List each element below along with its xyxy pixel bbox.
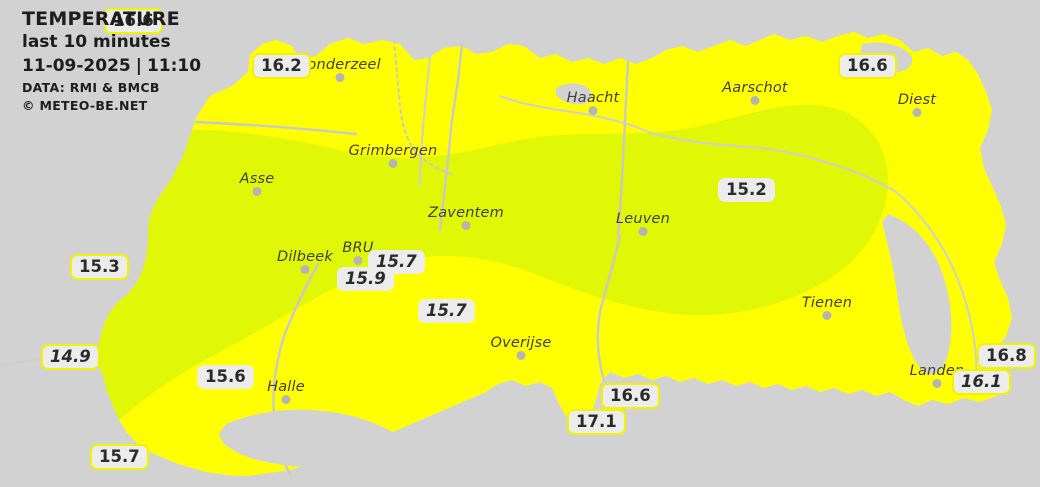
uncovered-areas [219,42,952,468]
temperature-badge: 16.2 [252,53,311,79]
temperature-badge: 15.7 [418,299,475,323]
temperature-badge: 15.3 [70,254,129,280]
header-block: TEMPERATURE last 10 minutes 11-09-2025 | 1… [22,8,201,115]
header-datetime: 11-09-2025 | 11:10 [22,54,201,79]
page-title: TEMPERATURE [22,8,180,30]
header-time: 11:10 [146,56,202,76]
temperature-badge: 16.8 [977,343,1036,369]
temperature-badge: 14.9 [41,344,100,370]
temperature-badge: 16.6 [104,8,163,34]
copyright-label: © METEO-BE.NET [22,98,148,113]
dashed-boundary [393,39,453,175]
temperature-band-cool [98,104,888,476]
data-source-label: DATA: RMI & BMCB [22,80,160,95]
temperature-badge: 15.9 [337,267,394,291]
temperature-badge: 15.7 [90,444,149,470]
header-date: 11-09-2025 [22,56,131,76]
temperature-badge: 17.1 [567,409,626,435]
header-subtitle: last 10 minutes [22,32,171,52]
temperature-badge: 16.6 [838,53,897,79]
temperature-badge: 16.1 [952,369,1011,395]
temperature-badge: 15.7 [368,250,425,274]
header-separator: | [135,56,142,76]
temperature-badge: 15.2 [718,178,775,202]
temperature-badge: 16.6 [601,383,660,409]
temperature-badge: 15.6 [197,365,254,389]
